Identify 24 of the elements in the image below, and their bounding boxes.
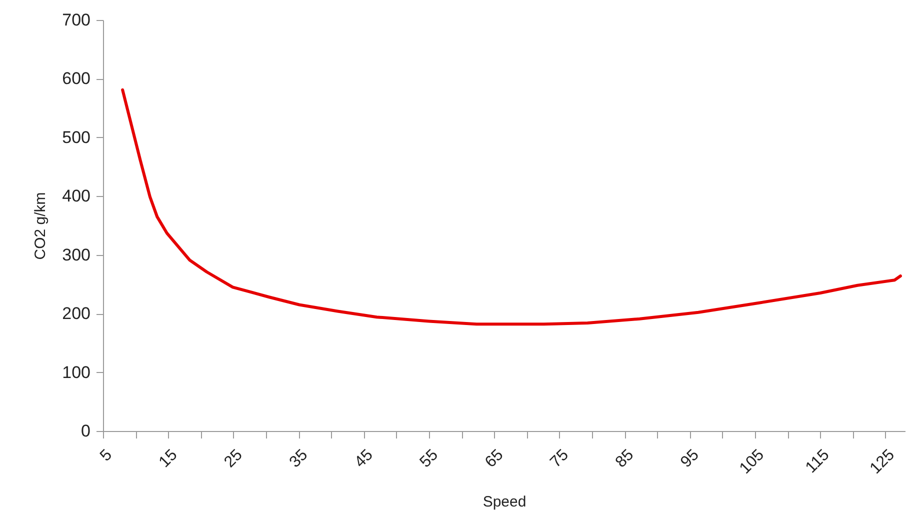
x-axis-title: Speed <box>482 494 526 511</box>
y-tick-label: 300 <box>62 245 90 264</box>
y-axis-title: CO2 g/km <box>32 192 50 260</box>
y-tick-label: 100 <box>62 362 90 382</box>
y-tick-label: 200 <box>62 304 90 324</box>
y-tick-label: 600 <box>62 69 90 88</box>
y-tick-label: 700 <box>62 10 90 30</box>
y-tick-label: 500 <box>62 128 90 147</box>
line-series <box>121 88 902 326</box>
x-tick-label: 95 <box>678 446 702 472</box>
x-tick-label: 35 <box>286 446 312 472</box>
y-tick-label: 400 <box>62 186 90 206</box>
x-tick-label: 115 <box>802 446 833 477</box>
y-tick-label: 0 <box>81 422 90 440</box>
x-tick-label: 75 <box>547 446 572 472</box>
x-tick-label: 25 <box>221 446 246 472</box>
x-tick-label: 5 <box>97 446 116 465</box>
x-tick-label: 45 <box>352 446 376 472</box>
x-tick-label: 15 <box>156 446 181 472</box>
x-tick-label: 65 <box>482 446 507 472</box>
x-tick-label: 125 <box>867 446 898 478</box>
x-tick-label: 85 <box>612 446 638 472</box>
x-tick-label: 55 <box>416 446 442 472</box>
x-tick-label: 105 <box>736 446 768 478</box>
